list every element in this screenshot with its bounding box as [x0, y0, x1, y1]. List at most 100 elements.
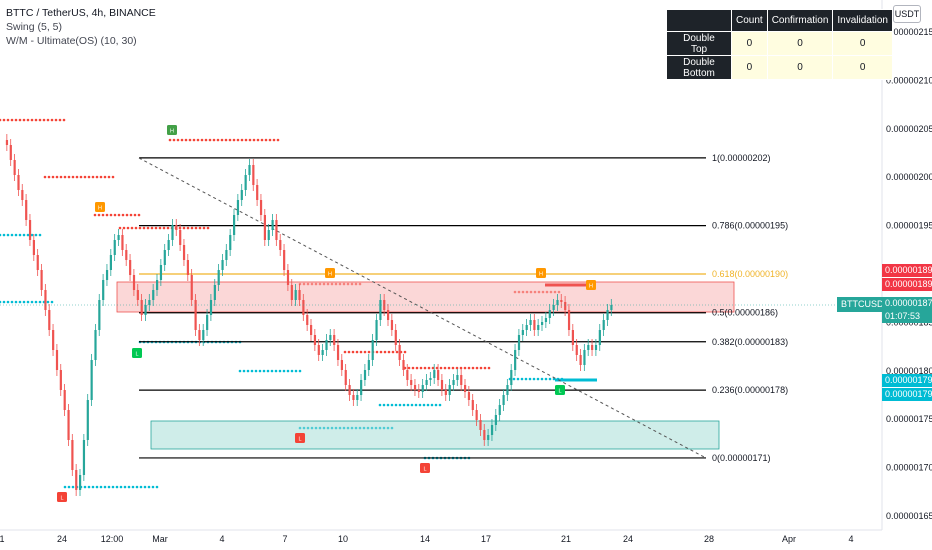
swing-dot — [475, 366, 479, 370]
candle-body — [452, 380, 455, 385]
stats-row-double-bottom: Double Bottom 0 0 0 — [666, 55, 893, 80]
candle-body — [417, 390, 420, 392]
candle-body — [44, 290, 47, 310]
swing-dot — [91, 175, 95, 179]
swing-dot — [10, 118, 14, 122]
price-tick-label: 0.00000170 — [886, 463, 932, 473]
swing-dot — [91, 485, 95, 489]
candle-body — [136, 290, 139, 300]
swing-dot — [351, 350, 355, 354]
currency-button[interactable]: USDT — [893, 5, 921, 23]
marker-label: H — [170, 129, 174, 135]
candle-body — [360, 380, 363, 395]
marker-label: H — [539, 272, 543, 278]
time-tick-label: 1 — [0, 534, 5, 544]
symbol-tag: BTTCUSDT — [837, 297, 893, 312]
indicator-swing[interactable]: Swing (5, 5) — [6, 21, 63, 33]
candle-body — [202, 330, 205, 340]
candle-body — [529, 320, 532, 325]
candle-body — [475, 410, 478, 420]
candle-body — [140, 300, 143, 315]
swing-dot — [42, 118, 46, 122]
swing-dot — [528, 377, 532, 381]
swing-dot — [46, 300, 50, 304]
candle-body — [525, 325, 528, 330]
candle-body — [225, 250, 228, 260]
candle-body — [460, 375, 463, 385]
fib-level-label: 0.5(0.00000186) — [712, 308, 778, 318]
candle-body — [13, 160, 16, 175]
candle-body — [129, 260, 132, 275]
swing-dot — [6, 300, 10, 304]
candle-body — [598, 330, 601, 345]
swing-low-marker — [555, 385, 565, 395]
candle-body — [575, 345, 578, 355]
swing-dot — [479, 366, 483, 370]
swing-dot — [109, 213, 113, 217]
swing-dot — [18, 233, 22, 237]
swing-dot — [379, 350, 383, 354]
swing-dot — [286, 369, 290, 373]
swing-dot — [194, 226, 198, 230]
candle-body — [471, 400, 474, 410]
swing-dot — [202, 226, 206, 230]
price-tag-blue: 0.00000179 — [882, 388, 932, 401]
swing-dot — [182, 226, 186, 230]
swing-dot — [172, 138, 176, 142]
candle-body — [306, 315, 309, 325]
swing-dot — [415, 366, 419, 370]
swing-dot — [105, 213, 109, 217]
candle-body — [36, 255, 39, 270]
swing-dot — [260, 138, 264, 142]
candle-body — [464, 385, 467, 392]
swing-dot — [55, 175, 59, 179]
swing-dot — [512, 377, 516, 381]
candle-body — [82, 440, 86, 475]
swing-dot — [282, 369, 286, 373]
swing-dot — [30, 300, 34, 304]
swing-dot — [434, 403, 438, 407]
swing-dot — [129, 213, 133, 217]
price-tick-label: 0.00000180 — [886, 366, 932, 376]
swing-dot — [463, 366, 467, 370]
swing-dot — [58, 118, 62, 122]
candle-body — [348, 385, 351, 395]
swing-dot — [426, 403, 430, 407]
candle-body — [506, 385, 509, 395]
swing-dot — [54, 118, 58, 122]
swing-dot — [18, 118, 22, 122]
time-tick-label: 4 — [219, 534, 224, 544]
swing-dot — [200, 138, 204, 142]
candle-body — [440, 380, 444, 390]
candle-body — [79, 475, 82, 490]
swing-dot — [439, 366, 443, 370]
swing-dot — [0, 233, 2, 237]
candle-body — [298, 290, 301, 300]
swing-dot — [192, 138, 196, 142]
price-tag-red: 0.00000189 — [882, 278, 932, 291]
swing-dot — [236, 138, 240, 142]
candle-body — [514, 350, 517, 370]
candle-body — [98, 300, 101, 330]
marker-label: L — [60, 496, 63, 502]
double-top-zone — [116, 281, 735, 313]
swing-high-marker — [167, 125, 177, 135]
swing-dot — [184, 138, 188, 142]
swing-dot — [418, 403, 422, 407]
swing-dot — [198, 226, 202, 230]
time-tick-label: 24 — [57, 534, 67, 544]
swing-dot — [51, 175, 55, 179]
swing-dot — [355, 350, 359, 354]
swing-dot — [248, 138, 252, 142]
stats-row-label: Double Top — [666, 31, 732, 56]
time-axis[interactable]: 1 24 12:00 Mar 4 7 10 14 17 21 24 28 Apr 4 — [0, 534, 854, 544]
swing-dot — [228, 138, 232, 142]
symbol-title[interactable]: BTTC / TetherUS, 4h, BINANCE — [6, 7, 156, 19]
candle-body — [217, 270, 220, 285]
indicator-wm-ultimate[interactable]: W/M - Ultimate(OS) (10, 30) — [6, 35, 137, 47]
swing-dot — [268, 138, 272, 142]
candle-body — [209, 300, 213, 315]
stats-header-row: Count Confirmation Invalidation — [666, 9, 893, 32]
candle-body — [63, 390, 66, 410]
